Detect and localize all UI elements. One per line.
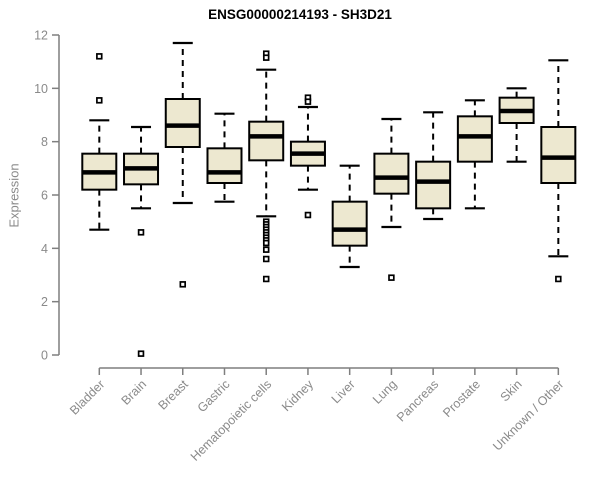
y-tick-label: 0 [41, 349, 48, 363]
box-lung [373, 152, 410, 195]
box-unknown-other [540, 126, 577, 184]
outlier-bladder [96, 97, 103, 104]
x-tick-label: Liver [329, 377, 358, 406]
outlier-hematopoietic-cells [262, 255, 270, 263]
chart-title: ENSG00000214193 - SH3D21 [208, 7, 392, 22]
x-tick-label: Prostate [440, 377, 483, 420]
outlier-kidney [304, 98, 312, 105]
outlier-kidney [304, 211, 312, 219]
y-tick-label: 10 [34, 82, 48, 96]
outlier-brain [137, 229, 145, 236]
x-tick-label: Unknown / Other [490, 377, 566, 453]
y-tick-label: 12 [34, 29, 48, 43]
outlier-bladder [96, 53, 103, 60]
x-tick-label: Pancreas [394, 377, 441, 424]
y-tick-label: 4 [41, 242, 48, 256]
x-tick-label: Breast [155, 377, 191, 413]
outlier-hematopoietic-cells [262, 54, 270, 61]
x-tick-label: Skin [498, 377, 525, 404]
box-liver [331, 200, 368, 247]
outlier-hematopoietic-cells [262, 239, 270, 247]
x-tick-label: Hematopoietic cells [188, 377, 275, 464]
x-tick-label: Kidney [279, 377, 316, 414]
box-pancreas [415, 160, 452, 210]
box-breast [164, 98, 201, 148]
y-tick-label: 2 [41, 295, 48, 309]
box-prostate [456, 115, 493, 163]
box-hematopoietic-cells [248, 120, 285, 162]
x-tick-label: Bladder [67, 377, 107, 417]
outlier-lung [388, 274, 395, 281]
outlier-unknown-other [555, 275, 562, 283]
outlier-hematopoietic-cells [262, 275, 270, 283]
x-tick-label: Lung [370, 377, 400, 407]
x-tick-label: Brain [119, 377, 150, 408]
outlier-brain [137, 350, 145, 357]
x-tick-label: Gastric [195, 377, 233, 415]
outlier-hematopoietic-cells [262, 246, 270, 253]
y-tick-label: 6 [41, 189, 48, 203]
box-gastric [206, 147, 243, 184]
outlier-breast [179, 281, 187, 288]
y-tick-label: 8 [41, 135, 48, 149]
